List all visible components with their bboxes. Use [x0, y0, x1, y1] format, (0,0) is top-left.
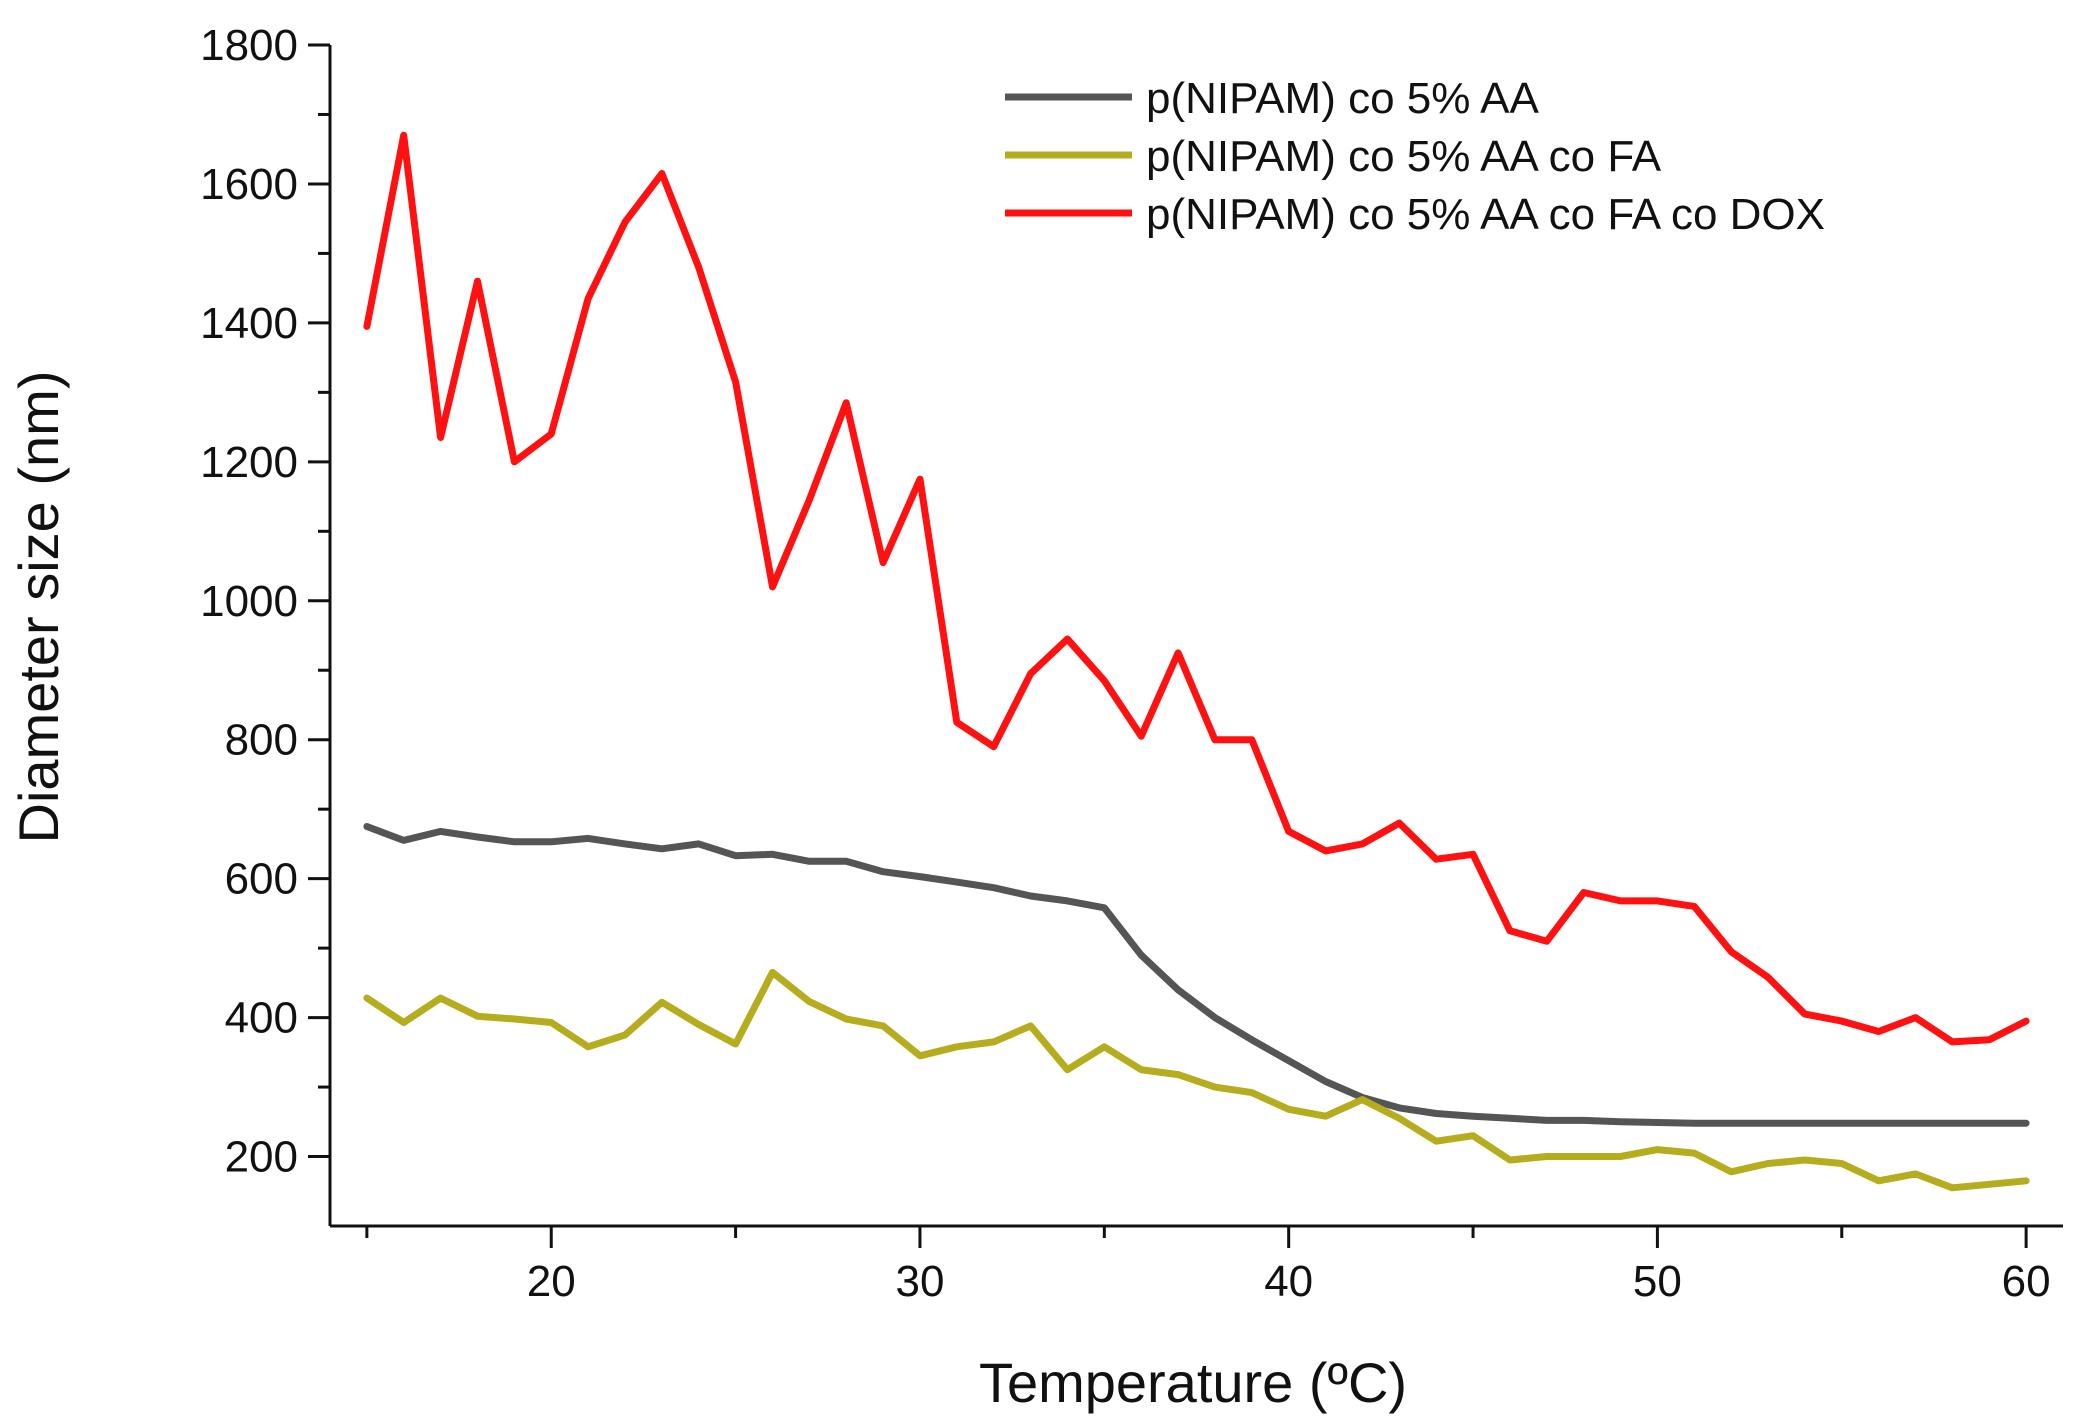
y-tick-label: 1600 [200, 160, 298, 209]
x-axis-title: Temperature (ºC) [979, 1351, 1407, 1414]
legend-label: p(NIPAM) co 5% AA co FA co DOX [1146, 190, 1825, 239]
y-tick-label: 200 [225, 1133, 298, 1182]
y-tick-label: 1400 [200, 299, 298, 348]
y-tick-label: 1000 [200, 577, 298, 626]
y-tick-label: 1200 [200, 438, 298, 487]
y-tick-label: 400 [225, 994, 298, 1043]
x-tick-label: 30 [895, 1257, 944, 1306]
x-tick-label: 50 [1633, 1257, 1682, 1306]
x-axis-ticks: 20 30 40 50 60 [365, 1226, 2051, 1306]
y-axis-ticks: 200 400 600 800 1000 1200 1400 1600 1800 [200, 21, 330, 1182]
y-tick-label: 1800 [200, 21, 298, 70]
series-line-1 [363, 823, 2030, 1127]
series-line-2 [363, 968, 2030, 1192]
legend-label: p(NIPAM) co 5% AA co FA [1146, 132, 1662, 181]
y-axis-title: Diameter size (nm) [7, 371, 70, 844]
axes [328, 45, 2063, 1228]
x-tick-label: 40 [1264, 1257, 1313, 1306]
y-tick-label: 600 [225, 855, 298, 904]
x-tick-label: 20 [527, 1257, 576, 1306]
series-layer [363, 131, 2030, 1192]
y-tick-label: 800 [225, 716, 298, 765]
legend: p(NIPAM) co 5% AA p(NIPAM) co 5% AA co FA… [1005, 74, 1825, 239]
legend-label: p(NIPAM) co 5% AA [1146, 74, 1540, 123]
x-tick-label: 60 [2002, 1257, 2051, 1306]
series-line-3 [363, 131, 2030, 1046]
